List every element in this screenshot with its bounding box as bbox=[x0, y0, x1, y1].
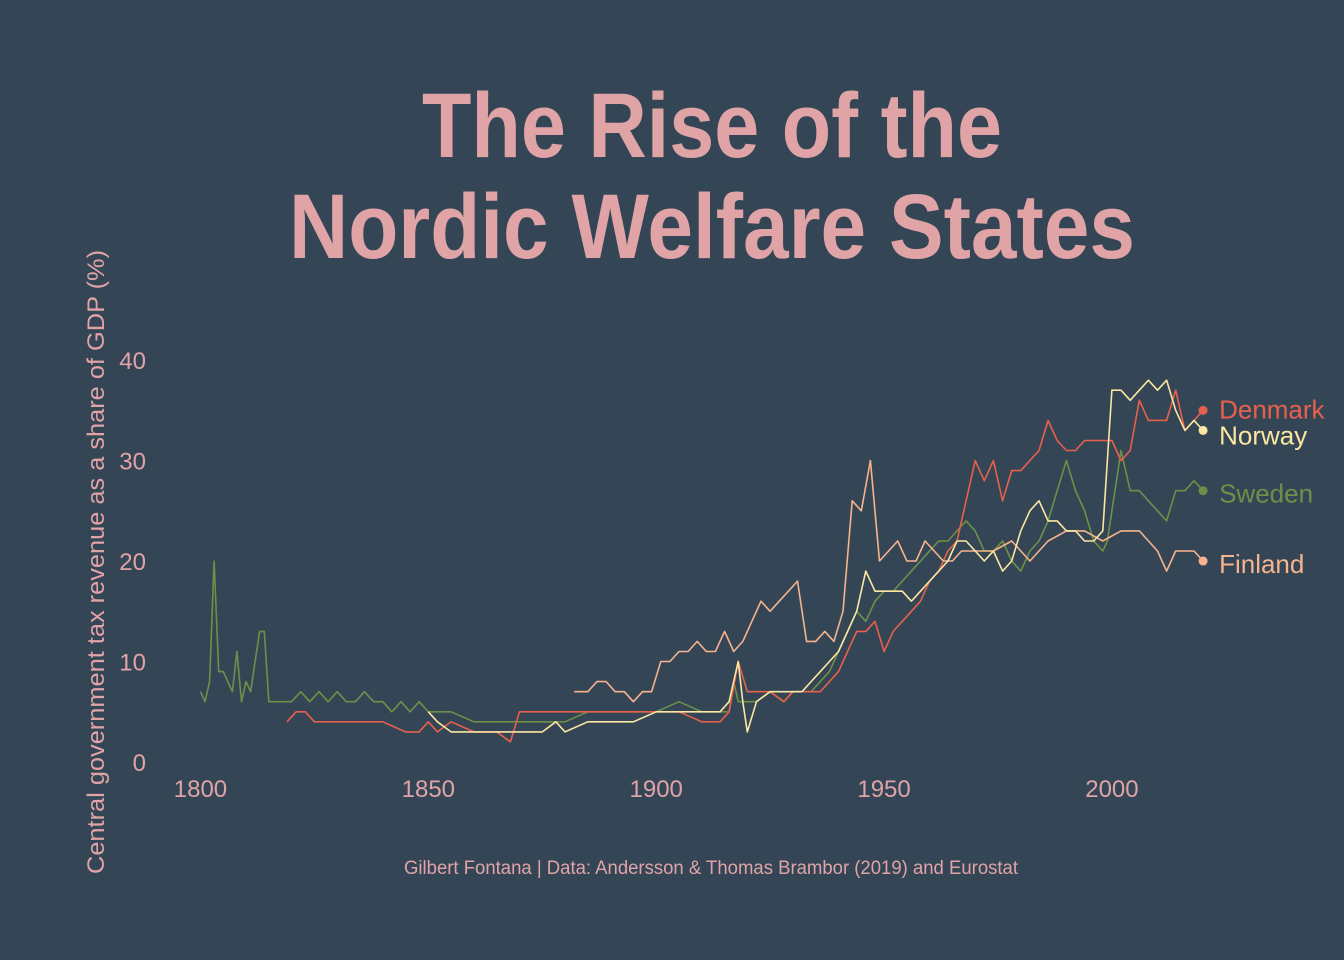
series-lines bbox=[199, 379, 1204, 743]
series-end-point-norway bbox=[1198, 425, 1208, 435]
y-tick-label: 0 bbox=[133, 750, 146, 777]
chart-caption: Gilbert Fontana | Data: Andersson & Thom… bbox=[404, 858, 1019, 879]
series-label-sweden: Sweden bbox=[1219, 479, 1313, 509]
series-label-norway: Norway bbox=[1219, 420, 1307, 450]
x-tick-label: 1900 bbox=[630, 776, 683, 803]
x-tick-label: 1950 bbox=[857, 776, 910, 803]
series-label-finland: Finland bbox=[1219, 549, 1304, 579]
y-tick-label: 20 bbox=[119, 549, 146, 576]
series-line-sweden bbox=[199, 449, 1204, 723]
y-tick-label: 10 bbox=[119, 650, 146, 677]
series-end-point-finland bbox=[1198, 556, 1208, 566]
series-line-norway bbox=[427, 379, 1204, 733]
series-end-point-denmark bbox=[1198, 405, 1208, 415]
y-axis-ticks: 0 10 20 30 40 bbox=[119, 348, 146, 777]
x-tick-label: 2000 bbox=[1085, 776, 1138, 803]
chart-title-line-2: Nordic Welfare States bbox=[289, 176, 1135, 278]
series-label-denmark: Denmark bbox=[1219, 394, 1325, 424]
x-axis-ticks: 1800 1850 1900 1950 2000 bbox=[174, 776, 1139, 803]
series-end-markers: Sweden Denmark Finland Norway bbox=[1198, 394, 1326, 579]
series-end-point-sweden bbox=[1198, 486, 1208, 496]
y-tick-label: 30 bbox=[119, 449, 146, 476]
x-tick-label: 1800 bbox=[174, 776, 227, 803]
x-tick-label: 1850 bbox=[402, 776, 455, 803]
y-axis-label: Central government tax revenue as a shar… bbox=[83, 250, 110, 874]
y-tick-label: 40 bbox=[119, 348, 146, 375]
chart-title-line-1: The Rise of the bbox=[422, 75, 1002, 177]
